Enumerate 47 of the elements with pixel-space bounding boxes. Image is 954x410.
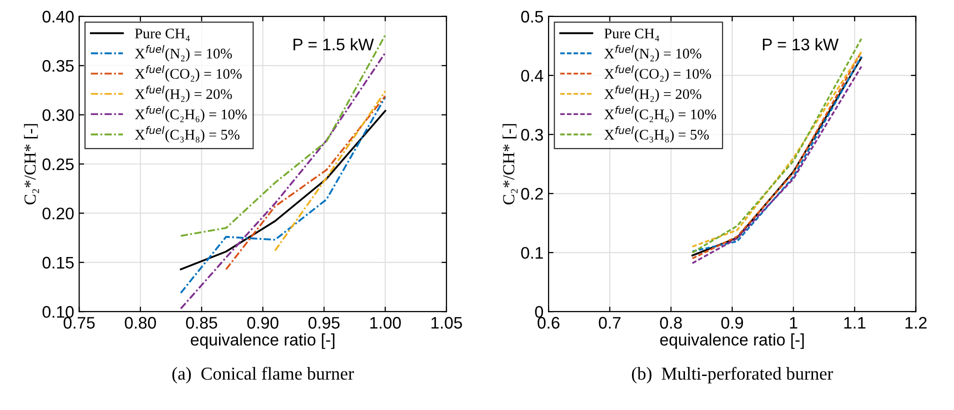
x-tick-label: 0.6 xyxy=(538,316,560,329)
x-tick-label: 1 xyxy=(790,317,798,329)
y-tick-label: 0.40 xyxy=(42,10,74,23)
x-tick-label: 1.00 xyxy=(370,316,401,329)
text: (b) Multi-perforated burner xyxy=(632,366,834,384)
y-tick-label: 0.4 xyxy=(521,70,544,82)
x-tick-label: 1.05 xyxy=(432,316,462,329)
legend-label: X$^{fuel}$(C₂H₆) = 10% xyxy=(134,106,247,122)
legend-label: X$^{fuel}$(N₂) = 10% xyxy=(604,45,702,62)
y-tick-label: 0.10 xyxy=(42,306,74,318)
y-tick-label: 0.3 xyxy=(521,128,543,141)
y-tick-label: 0.2 xyxy=(521,188,543,200)
y-axis-title: C₂*/CH* [-] xyxy=(502,124,518,204)
text: (a) Conical flame burner xyxy=(172,366,354,384)
legend-label: X$^{fuel}$(CO₂) = 10% xyxy=(604,65,712,82)
annotation: P = 1.5 kW xyxy=(294,38,374,50)
x-axis-title: equivalence ratio [-] xyxy=(190,333,334,349)
legend-label: X$^{fuel}$(C₂H₆) = 10% xyxy=(604,106,716,122)
x-tick-label: 0.80 xyxy=(124,316,156,329)
legend-label: Pure CH₄ xyxy=(135,28,190,42)
legend-label: X$^{fuel}$(C₃H₈) = 5% xyxy=(604,126,709,143)
x-tick-label: 1.2 xyxy=(906,316,927,329)
y-axis-title: C₂*/CH* [-] xyxy=(24,124,39,204)
legend-label: X$^{fuel}$(H₂) = 20% xyxy=(604,86,702,102)
x-tick-label: 0.85 xyxy=(186,316,218,329)
y-tick-label: 0.30 xyxy=(42,109,74,122)
legend-label: X$^{fuel}$(C₃H₈) = 5% xyxy=(134,126,240,143)
legend-label: X$^{fuel}$(CO₂) = 10% xyxy=(134,65,242,82)
y-tick-label: 0.35 xyxy=(42,60,74,72)
y-tick-label: 0 xyxy=(535,306,544,318)
y-tick-label: 0.15 xyxy=(42,256,74,269)
x-tick-label: 0.8 xyxy=(660,316,682,329)
x-tick-label: 0.7 xyxy=(598,316,621,329)
y-tick-label: 0.5 xyxy=(521,10,543,23)
x-tick-label: 1.1 xyxy=(844,317,866,329)
x-tick-label: 0.9 xyxy=(721,316,743,329)
x-tick-label: 0.75 xyxy=(64,316,95,329)
y-tick-label: 0.1 xyxy=(521,246,543,259)
legend-label: X$^{fuel}$(H₂) = 20% xyxy=(134,86,232,102)
legend-label: X$^{fuel}$(N₂) = 10% xyxy=(134,45,232,62)
legend-label: Pure CH₄ xyxy=(604,28,660,42)
x-tick-label: 0.95 xyxy=(308,316,340,329)
x-axis-title: equivalence ratio [-] xyxy=(660,333,804,349)
y-tick-label: 0.20 xyxy=(42,208,74,220)
y-tick-label: 0.25 xyxy=(42,158,74,170)
annotation: P = 13 kW xyxy=(762,38,839,50)
x-tick-label: 0.90 xyxy=(247,316,278,329)
